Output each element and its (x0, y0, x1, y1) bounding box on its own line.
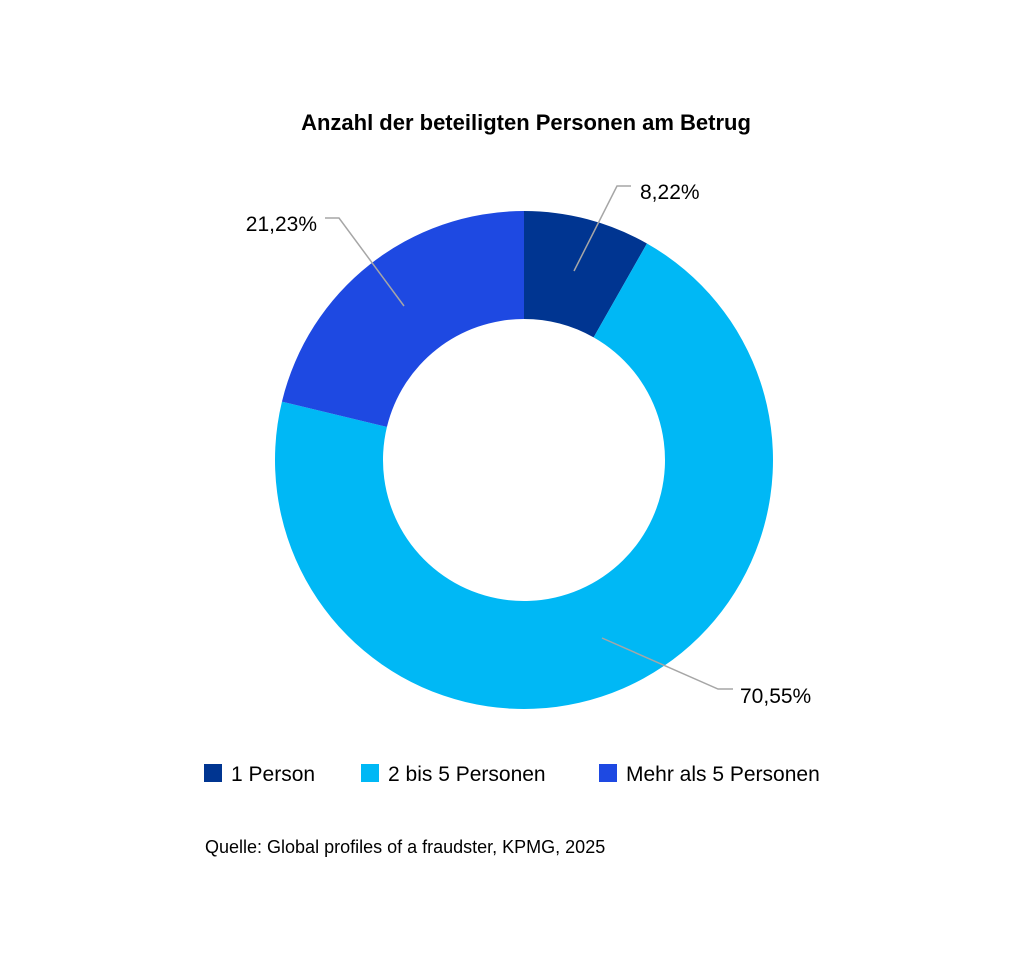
legend-item-1-person: 1 Person (204, 763, 315, 786)
legend-swatch-mehr-als-5-personen (599, 764, 617, 782)
legend-label-mehr-als-5-personen: Mehr als 5 Personen (626, 763, 820, 786)
legend-swatch-1-person (204, 764, 222, 782)
legend-item-mehr-als-5-personen: Mehr als 5 Personen (599, 763, 820, 786)
leader-line-1-person (573, 185, 631, 272)
chart-title: Anzahl der beteiligten Personen am Betru… (301, 110, 751, 135)
data-label-2-bis-5-personen: 70,55% (740, 685, 811, 708)
leader-lines (325, 185, 733, 690)
slice-mehr-als-5-personen (281, 211, 524, 427)
legend-label-2-bis-5-personen: 2 bis 5 Personen (388, 763, 546, 786)
legend-swatch-2-bis-5-personen (361, 764, 379, 782)
leader-line-mehr-als-5-personen (325, 217, 405, 307)
data-label-mehr-als-5-personen: 21,23% (246, 213, 317, 236)
legend-label-1-person: 1 Person (231, 763, 315, 786)
leader-line-2-bis-5-personen (601, 637, 733, 690)
source-note: Quelle: Global profiles of a fraudster, … (205, 837, 605, 857)
donut-slices (274, 211, 773, 710)
data-label-1-person: 8,22% (640, 181, 700, 204)
slice-1-person (524, 211, 647, 338)
slice-2-bis-5-personen (274, 243, 773, 710)
legend-item-2-bis-5-personen: 2 bis 5 Personen (361, 763, 546, 786)
legend: 1 Person 2 bis 5 Personen Mehr als 5 Per… (204, 763, 820, 786)
